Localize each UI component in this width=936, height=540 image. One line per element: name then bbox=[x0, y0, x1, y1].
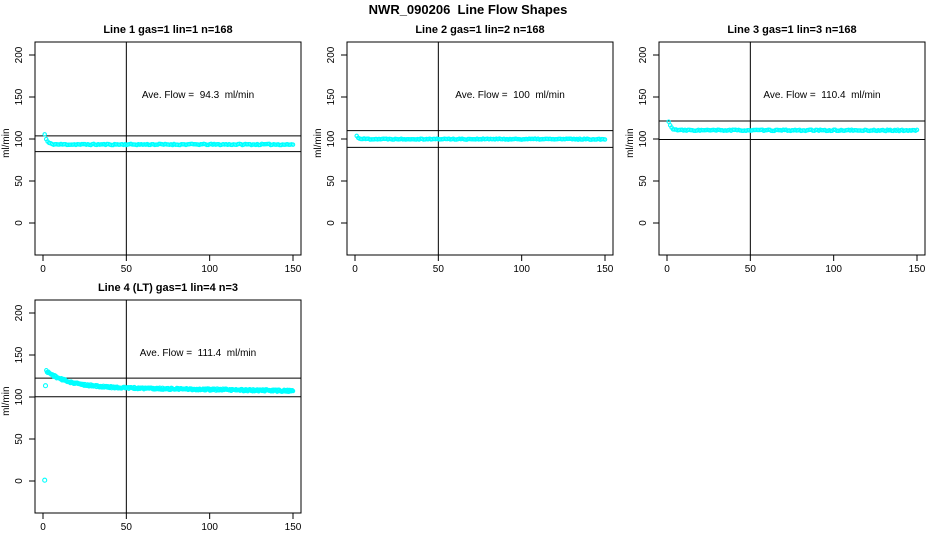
y-tick-label: 50 bbox=[638, 175, 649, 187]
y-tick-label: 150 bbox=[638, 88, 649, 105]
panel-title: Line 1 gas=1 lin=1 n=168 bbox=[103, 24, 233, 36]
x-tick-label: 50 bbox=[745, 264, 757, 275]
y-axis-label: ml/min bbox=[313, 128, 324, 157]
flow-annotation: Ave. Flow = 94.3 ml/min bbox=[141, 90, 255, 101]
x-tick-label: 150 bbox=[597, 264, 614, 275]
y-tick-label: 0 bbox=[14, 478, 25, 484]
y-tick-label: 200 bbox=[326, 46, 337, 63]
y-tick-label: 50 bbox=[14, 175, 25, 187]
plot-panel-line-3: Line 3 gas=1 lin=3 n=168 0 50 100 150 0 50 100 1… bbox=[624, 18, 936, 280]
data-point bbox=[290, 142, 296, 147]
y-tick-label: 0 bbox=[326, 220, 337, 226]
plot-box bbox=[34, 41, 302, 256]
y-tick-label: 200 bbox=[14, 304, 25, 321]
panel-title: Line 4 (LT) gas=1 lin=4 n=3 bbox=[97, 282, 239, 294]
x-tick-label: 100 bbox=[201, 522, 218, 533]
y-tick-label: 0 bbox=[14, 220, 25, 226]
x-tick-label: 50 bbox=[121, 522, 133, 533]
panel-title: Line 3 gas=1 lin=3 n=168 bbox=[727, 24, 857, 36]
y-tick-label: 50 bbox=[14, 433, 25, 445]
flow-annotation: Ave. Flow = 110.4 ml/min bbox=[763, 90, 881, 101]
y-tick-label: 100 bbox=[14, 130, 25, 147]
data-point bbox=[914, 127, 920, 133]
x-tick-label: 100 bbox=[825, 264, 842, 275]
y-tick-label: 100 bbox=[326, 130, 337, 147]
scatter-points bbox=[42, 132, 296, 148]
y-tick-label: 150 bbox=[326, 88, 337, 105]
y-axis-label: ml/min bbox=[1, 386, 12, 415]
y-tick-label: 100 bbox=[14, 388, 25, 405]
plot-box bbox=[658, 41, 926, 256]
flow-annotation: Ave. Flow = 100 ml/min bbox=[455, 90, 565, 101]
plot-svg: 0 50 100 150 0 50 100 150 200 ml/min bbox=[625, 41, 926, 275]
outlier-point bbox=[42, 383, 49, 389]
y-tick-label: 50 bbox=[326, 175, 337, 187]
x-tick-label: 0 bbox=[40, 522, 46, 533]
x-tick-label: 50 bbox=[121, 264, 133, 275]
plot-svg: 0 50 100 150 0 50 100 150 200 ml/min bbox=[1, 41, 302, 275]
x-tick-label: 0 bbox=[664, 264, 670, 275]
x-tick-label: 150 bbox=[285, 522, 302, 533]
x-tick-label: 100 bbox=[201, 264, 218, 275]
y-tick-label: 200 bbox=[638, 46, 649, 63]
x-tick-label: 0 bbox=[352, 264, 358, 275]
y-tick-label: 150 bbox=[14, 346, 25, 363]
scatter-points bbox=[666, 119, 920, 134]
plot-svg: 0 50 100 150 0 50 100 150 200 ml/min bbox=[1, 299, 302, 533]
y-axis-label: ml/min bbox=[625, 128, 636, 157]
y-axis-label: ml/min bbox=[1, 128, 12, 157]
x-tick-label: 150 bbox=[285, 264, 302, 275]
y-tick-label: 150 bbox=[14, 88, 25, 105]
outlier-point bbox=[42, 477, 48, 483]
x-tick-label: 50 bbox=[433, 264, 445, 275]
figure-title: NWR_090206 Line Flow Shapes bbox=[368, 2, 568, 17]
plot-box bbox=[34, 299, 302, 514]
y-tick-label: 100 bbox=[638, 130, 649, 147]
data-point bbox=[666, 119, 671, 124]
y-tick-label: 0 bbox=[638, 220, 649, 226]
data-point bbox=[602, 137, 608, 142]
x-tick-label: 0 bbox=[40, 264, 46, 275]
y-tick-label: 200 bbox=[14, 46, 25, 63]
scatter-points bbox=[354, 133, 608, 142]
plot-panel-line-2: Line 2 gas=1 lin=2 n=168 0 50 100 150 0 50 100 1… bbox=[312, 18, 624, 280]
x-tick-label: 100 bbox=[513, 264, 530, 275]
plot-panel-line-4-lt: Line 4 (LT) gas=1 lin=4 n=3 0 50 100 150 0 50 1… bbox=[0, 276, 312, 538]
flow-annotation: Ave. Flow = 111.4 ml/min bbox=[139, 348, 257, 359]
data-point bbox=[290, 388, 296, 394]
scatter-points bbox=[42, 368, 296, 483]
panel-title: Line 2 gas=1 lin=2 n=168 bbox=[415, 24, 545, 36]
x-tick-label: 150 bbox=[909, 264, 926, 275]
plot-panel-line-1: Line 1 gas=1 lin=1 n=168 0 50 100 150 0 50 100 1… bbox=[0, 18, 312, 280]
plot-box bbox=[346, 41, 614, 256]
data-point bbox=[42, 132, 47, 137]
plot-svg: 0 50 100 150 0 50 100 150 200 ml/min bbox=[313, 41, 614, 275]
